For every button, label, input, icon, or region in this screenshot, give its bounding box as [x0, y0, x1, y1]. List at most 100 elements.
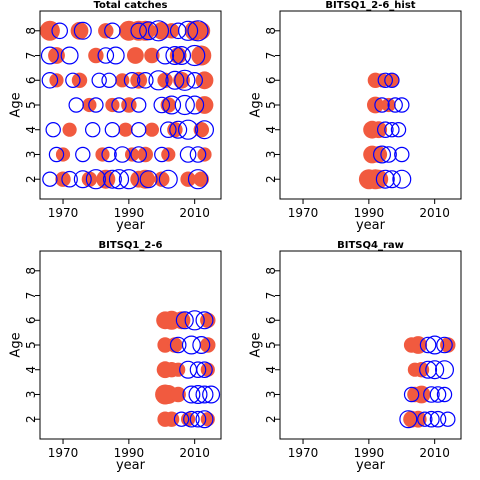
y-tick-label: 4 [264, 126, 278, 134]
y-tick-label: 3 [264, 151, 278, 159]
bubble-open [376, 121, 394, 138]
bubble-filled [70, 21, 89, 40]
bubble-open [419, 360, 438, 379]
bubble-open [88, 97, 104, 113]
bubble-open [84, 121, 101, 138]
bubble-open [40, 46, 59, 65]
bubble-open [130, 121, 147, 138]
bubble-open [392, 169, 412, 189]
bubble-open [382, 170, 401, 189]
bubble-open [130, 146, 147, 163]
y-tick-label: 5 [24, 341, 38, 349]
bubble-open [394, 146, 410, 163]
plot-frame [279, 250, 462, 440]
bubble-open [111, 97, 127, 113]
bubble-open [45, 121, 61, 138]
chart-panel-3: BITSQ1_2-6 1970 1990 2010 year 2 3 4 5 6 7 8 Age [9, 240, 222, 473]
bubble-open [374, 97, 390, 113]
bubble-open [184, 310, 205, 331]
bubble-open [174, 94, 195, 116]
bubble-open [181, 335, 201, 355]
y-tick-label: 5 [264, 101, 278, 109]
x-tick-label: 1970 [48, 206, 79, 220]
bubble-open [154, 146, 170, 163]
y-tick-label: 5 [264, 341, 278, 349]
data-points [40, 20, 215, 190]
bubble-open [403, 386, 420, 403]
bubble-open [169, 336, 187, 354]
bubble-open [118, 169, 139, 190]
bubble-filled [191, 45, 212, 66]
bubble-open [97, 47, 115, 64]
bubble-open [108, 169, 130, 190]
y-tick-label: 3 [264, 391, 278, 399]
bubble-open [399, 410, 418, 429]
bubble-open [156, 46, 175, 65]
bubble-open [189, 410, 207, 428]
chart-title: BITSQ1_2-6_hist [325, 0, 415, 11]
x-tick-label: 1970 [48, 446, 79, 460]
bubble-open [158, 169, 178, 189]
y-tick-label: 4 [24, 126, 38, 134]
bubble-open [101, 146, 117, 163]
bubble-filled [98, 23, 114, 39]
bubble-filled [135, 20, 156, 41]
data-points [155, 310, 221, 429]
bubble-open [188, 385, 208, 405]
bubble-open [192, 336, 211, 355]
bubble-filled [193, 171, 209, 187]
bubble-filled [137, 146, 153, 163]
bubble-filled [40, 20, 60, 41]
x-tick-label: 1970 [288, 206, 319, 220]
bubble-open [61, 170, 78, 188]
bubble-open [147, 20, 170, 42]
bubble-filled [135, 169, 155, 189]
bubble-open [104, 22, 121, 40]
bubble-open [179, 146, 197, 163]
bubble-open [429, 386, 447, 403]
bubble-open [387, 97, 403, 113]
bubble-open [184, 44, 206, 67]
bubble-open [178, 20, 199, 41]
y-tick-label: 7 [264, 52, 278, 60]
bubble-filled [62, 122, 77, 137]
bubble-open [42, 171, 58, 187]
bubble-open [101, 72, 117, 89]
x-tick-label: 2010 [419, 446, 450, 460]
x-axis-label: year [116, 218, 146, 233]
bubble-filled [173, 71, 190, 89]
bubble-filled [144, 122, 159, 137]
chart-title: BITSQ4_raw [337, 240, 404, 251]
x-axis-label: year [116, 458, 146, 473]
bubble-open [195, 385, 214, 404]
y-tick-label: 6 [24, 76, 38, 84]
data-points [399, 335, 456, 429]
y-tick-label: 8 [24, 267, 38, 275]
y-tick-label: 2 [24, 415, 38, 423]
x-tick-label: 1990 [354, 446, 385, 460]
bubble-open [419, 336, 437, 354]
bubble-open [384, 121, 400, 138]
y-tick-label: 7 [264, 292, 278, 300]
bubble-filled [369, 169, 389, 189]
x-tick-label: 1970 [288, 446, 319, 460]
bubble-open [165, 45, 185, 65]
bubble-open [169, 120, 188, 139]
x-tick-label: 2010 [179, 206, 210, 220]
bubble-filled [144, 47, 160, 64]
y-tick-label: 2 [264, 175, 278, 183]
bubble-filled [126, 47, 144, 64]
bubble-open [75, 146, 91, 163]
bubble-open [373, 145, 392, 164]
bubble-open [60, 46, 79, 65]
bubble-open [185, 95, 205, 115]
x-tick-label: 1990 [354, 206, 385, 220]
bubble-open [187, 169, 209, 190]
bubble-open [189, 361, 207, 378]
bubble-open [160, 121, 177, 138]
chart-panel-1: Total catches 1970 1990 2010 year 2 3 4 5 6 7 8 Age [9, 0, 222, 233]
bubble-filled [48, 47, 65, 64]
bubble-open [380, 146, 397, 163]
bubble-open [178, 119, 199, 140]
bubble-filled [171, 362, 186, 377]
